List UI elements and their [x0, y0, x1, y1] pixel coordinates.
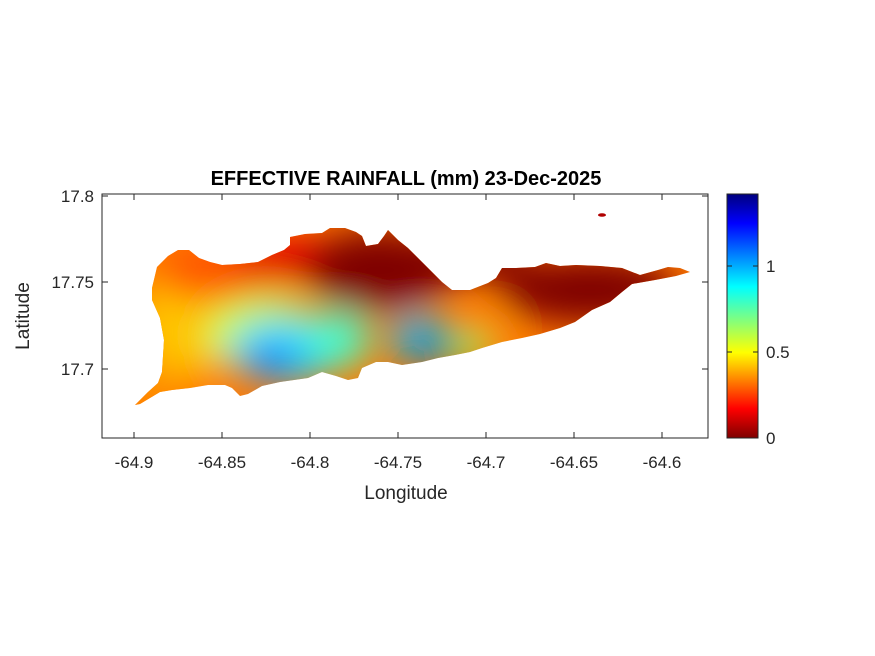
y-axis: 17.7 17.75 17.8 Latitude	[13, 187, 708, 379]
x-axis: -64.9 -64.85 -64.8 -64.75 -64.7 -64.65 -…	[115, 194, 682, 504]
colorbar-tick-label: 1	[766, 257, 775, 276]
y-tick-label: 17.7	[61, 360, 94, 379]
colorbar: 0 0.5 1	[726, 193, 790, 448]
y-tick-label: 17.75	[51, 273, 94, 292]
x-tick-label: -64.65	[550, 453, 598, 472]
x-tick-label: -64.75	[374, 453, 422, 472]
colorbar-tick-label: 0.5	[766, 343, 790, 362]
colorbar-tick-label: 0	[766, 429, 775, 448]
x-tick-label: -64.7	[467, 453, 506, 472]
y-axis-label: Latitude	[13, 282, 34, 350]
colorbar-gradient	[726, 193, 759, 439]
y-tick-label: 17.8	[61, 187, 94, 206]
x-tick-label: -64.85	[198, 453, 246, 472]
islet-marker	[598, 213, 606, 217]
x-tick-label: -64.8	[291, 453, 330, 472]
chart-title: EFFECTIVE RAINFALL (mm) 23-Dec-2025	[211, 168, 602, 190]
x-axis-label: Longitude	[364, 483, 447, 504]
x-tick-label: -64.6	[643, 453, 682, 472]
x-tick-label: -64.9	[115, 453, 154, 472]
axes-frame	[101, 193, 709, 439]
